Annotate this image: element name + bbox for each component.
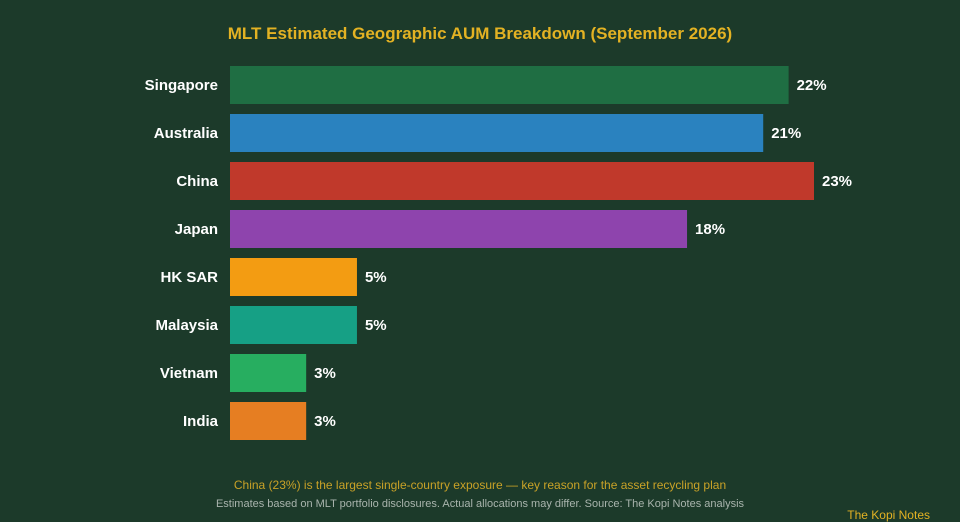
bar-singapore	[230, 66, 789, 104]
bar-india	[230, 402, 307, 440]
bar-australia	[230, 114, 764, 152]
category-label-india: India	[183, 413, 219, 430]
category-label-singapore: Singapore	[145, 77, 218, 94]
value-label-japan: 18%	[695, 221, 725, 238]
category-label-australia: Australia	[154, 125, 219, 142]
value-label-hk-sar: 5%	[365, 269, 387, 286]
value-label-malaysia: 5%	[365, 317, 387, 334]
insight-note: China (23%) is the largest single-countr…	[233, 478, 727, 492]
brand-watermark: The Kopi Notes	[847, 508, 930, 522]
bar-vietnam	[230, 354, 307, 392]
bar-japan	[230, 210, 688, 248]
category-label-malaysia: Malaysia	[155, 317, 218, 334]
value-label-australia: 21%	[771, 125, 801, 142]
category-label-japan: Japan	[175, 221, 218, 238]
bar-hk-sar	[230, 258, 357, 296]
value-label-india: 3%	[314, 413, 336, 430]
bar-malaysia	[230, 306, 357, 344]
category-label-vietnam: Vietnam	[160, 365, 218, 382]
value-label-china: 23%	[822, 173, 852, 190]
bar-chart: Singapore 22% Australia 21% China 23% Japan 18%…	[145, 66, 852, 440]
category-label-hk-sar: HK SAR	[160, 269, 218, 286]
category-label-china: China	[176, 173, 218, 190]
value-label-vietnam: 3%	[314, 365, 336, 382]
bar-china	[230, 162, 814, 200]
source-footnote: Estimates based on MLT portfolio disclos…	[215, 498, 745, 510]
chart-title: MLT Estimated Geographic AUM Breakdown (…	[227, 24, 733, 43]
value-label-singapore: 22%	[797, 77, 827, 94]
